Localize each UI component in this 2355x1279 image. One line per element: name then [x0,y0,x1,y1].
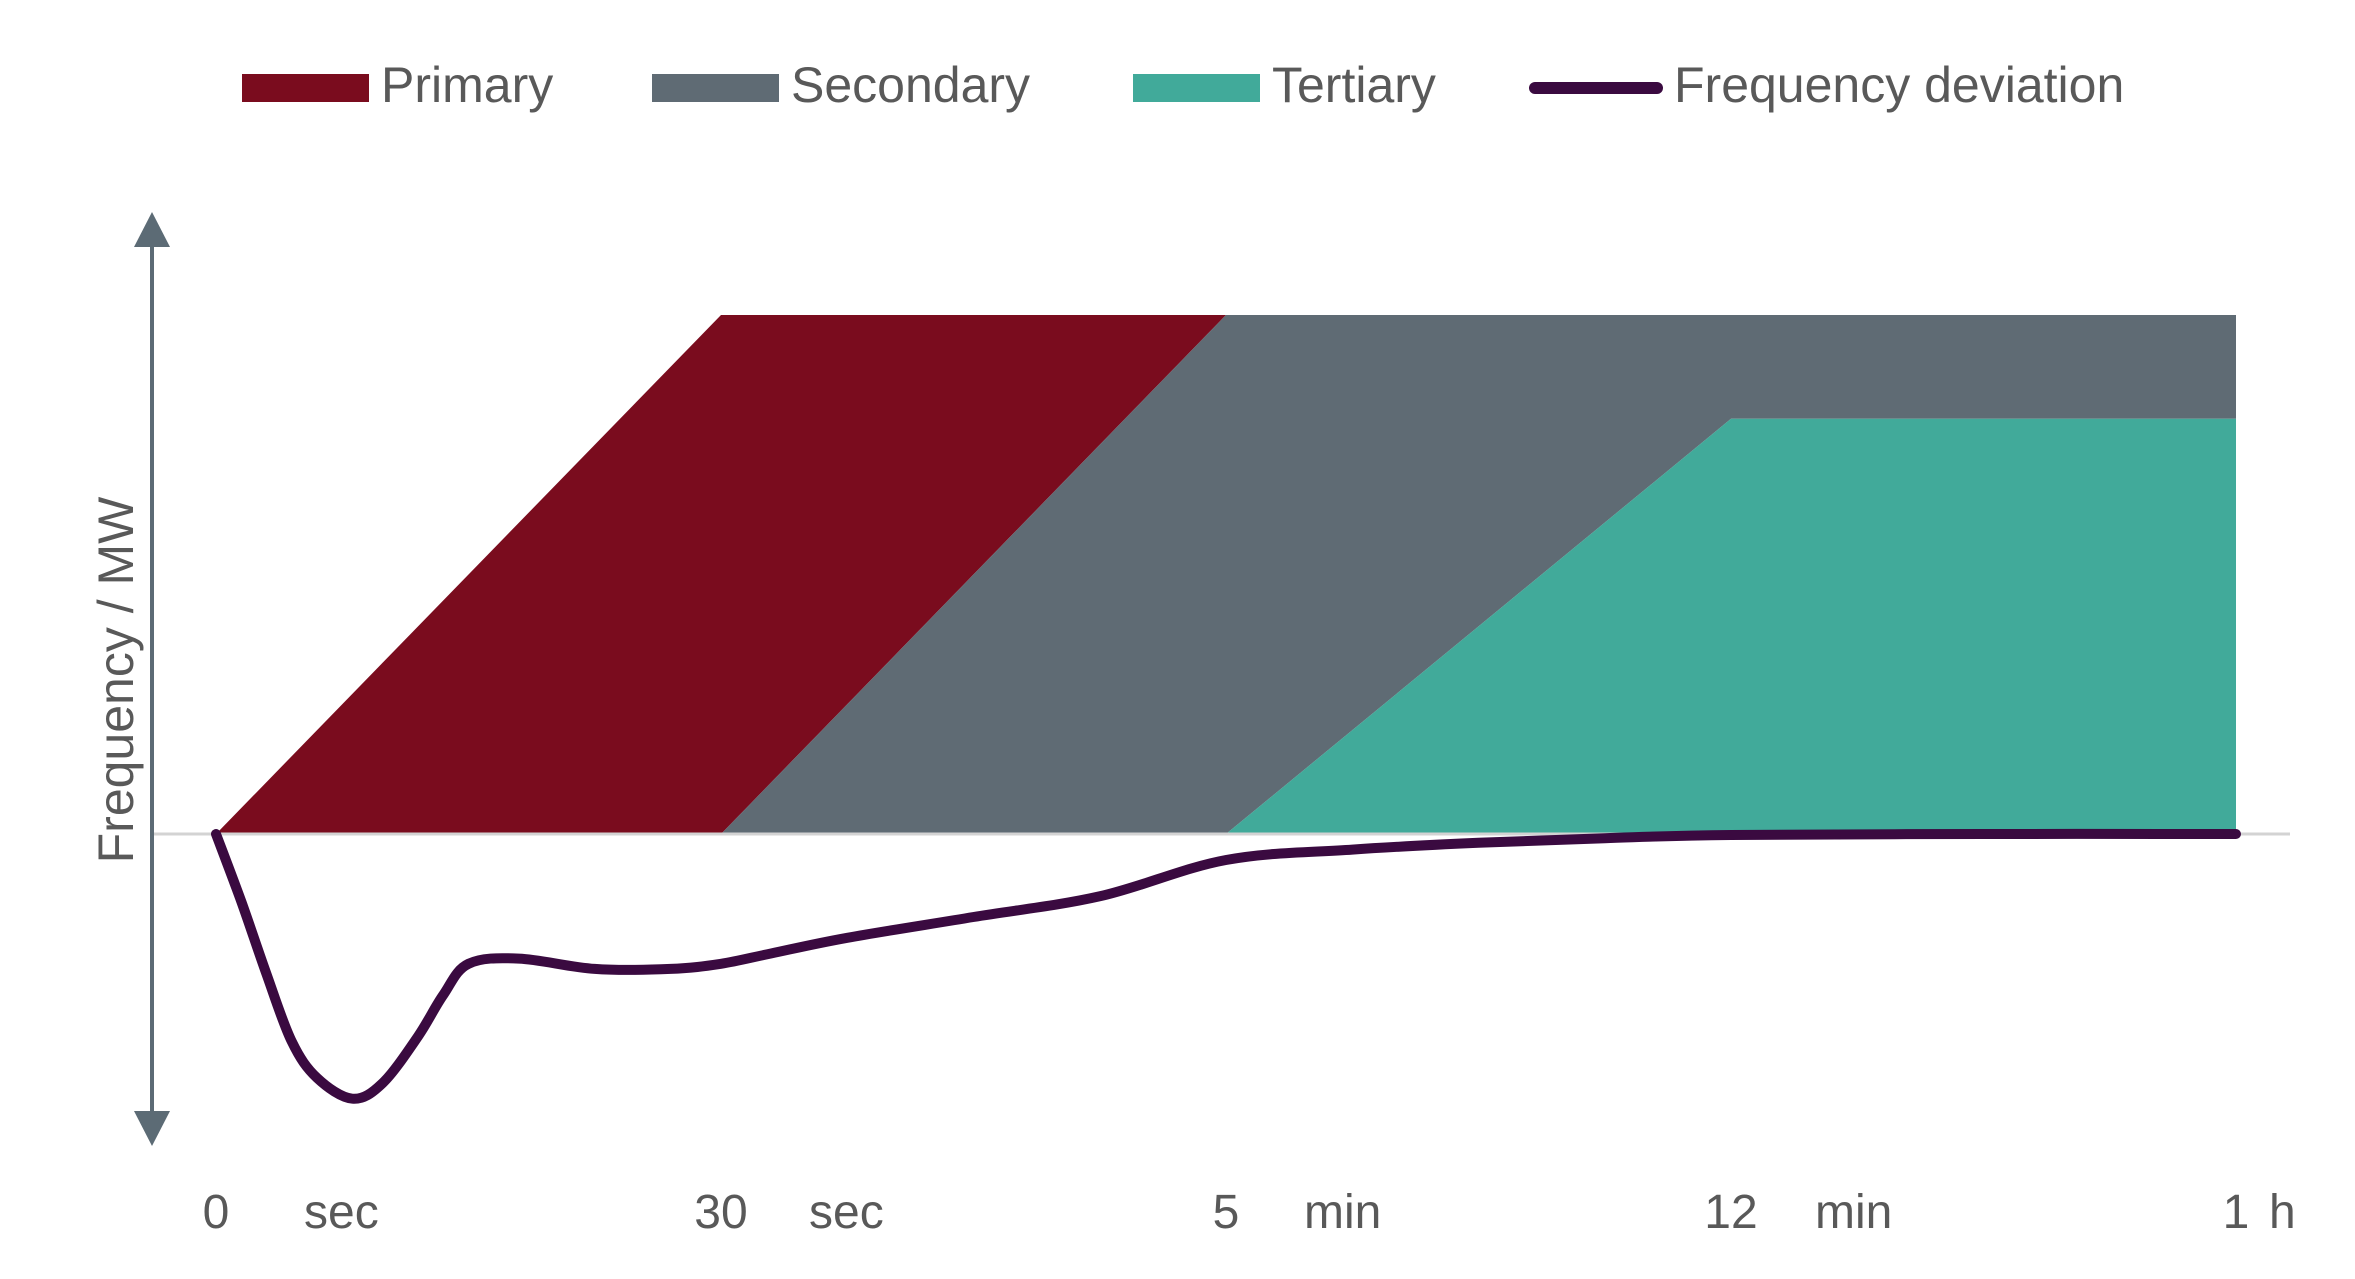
x-tick-unit: h [2269,1186,2296,1239]
x-tick-2: 5 min [1213,1186,1382,1239]
arrow-up-icon [134,212,170,247]
x-tick-1: 30 sec [694,1186,883,1239]
legend-label: Secondary [791,57,1030,113]
legend-swatch [652,74,779,102]
x-axis-ticks: 0 sec 30 sec 5 min 12 min 1 h [203,1186,2296,1239]
x-tick-0: 0 sec [203,1186,379,1239]
legend-item-frequency-deviation: Frequency deviation [1529,57,2124,113]
tertiary-area [1226,418,2236,834]
x-tick-number: 1 [2223,1186,2250,1239]
legend-item-tertiary: Tertiary [1133,57,1436,113]
area-series [216,315,2236,834]
legend-swatch [1133,74,1260,102]
legend-item-secondary: Secondary [652,57,1030,113]
arrow-down-icon [134,1111,170,1146]
legend: Primary Secondary Tertiary Frequency deviat… [242,57,2124,113]
x-tick-number: 0 [203,1186,230,1239]
legend-label: Primary [381,57,553,113]
x-tick-3: 12 min [1704,1186,1892,1239]
line-series [211,828,2241,1104]
x-tick-number: 12 [1704,1186,1757,1239]
legend-swatch [242,74,369,102]
x-tick-unit: min [1304,1186,1381,1239]
x-tick-number: 30 [694,1186,747,1239]
x-tick-number: 5 [1213,1186,1240,1239]
primary-area [216,315,1226,834]
frequency-deviation-line [211,828,2241,1104]
y-axis-label: Frequency / MW [88,496,144,864]
x-tick-unit: sec [304,1186,379,1239]
x-tick-unit: sec [809,1186,884,1239]
legend-item-primary: Primary [242,57,553,113]
x-tick-unit: min [1815,1186,1892,1239]
legend-label: Frequency deviation [1674,57,2124,113]
legend-label: Tertiary [1272,57,1436,113]
secondary-area [721,315,2236,834]
y-axis [134,212,170,1146]
